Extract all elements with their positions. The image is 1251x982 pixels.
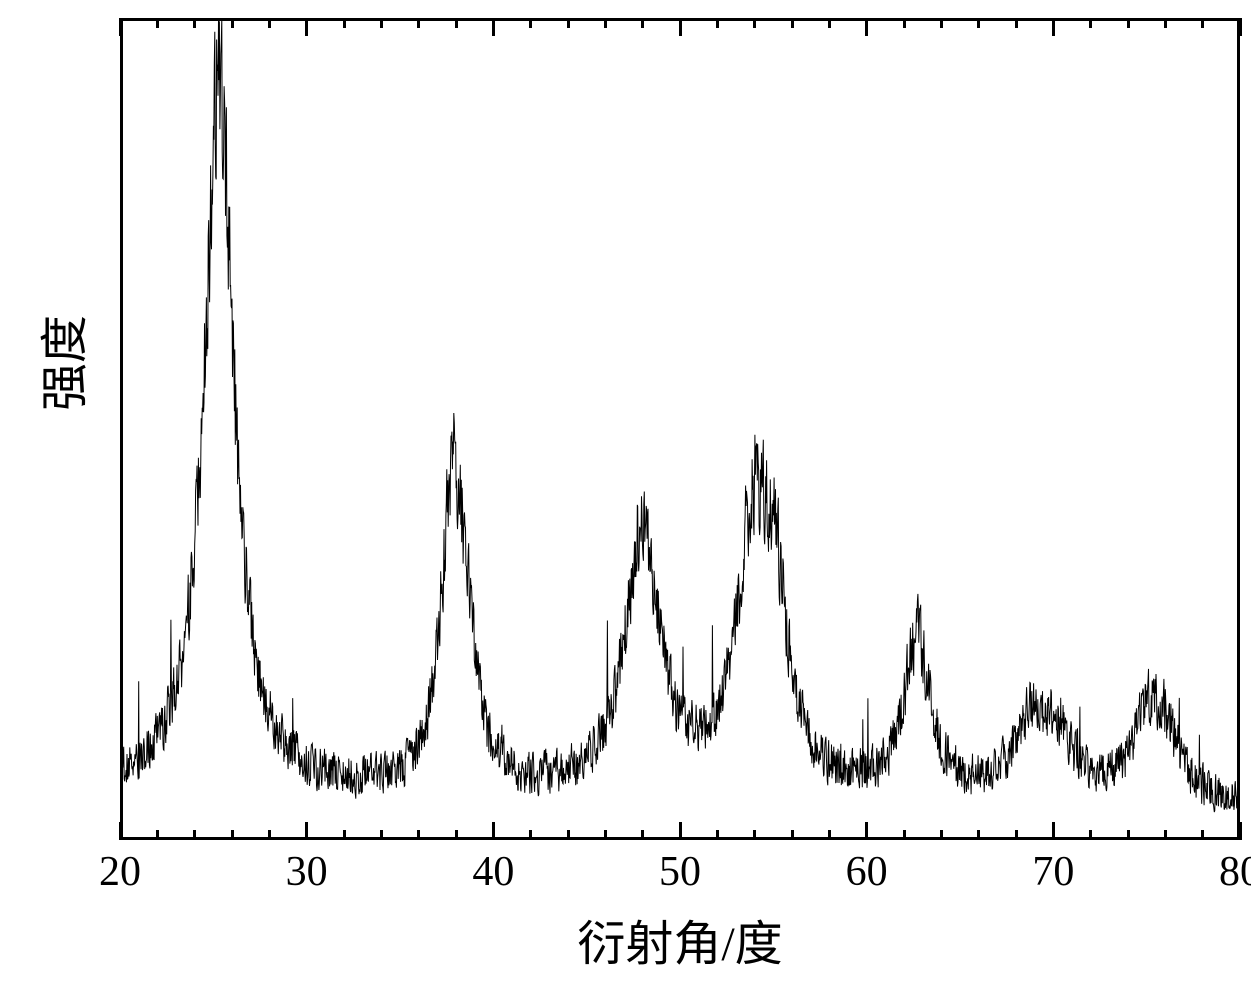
tick: [940, 18, 943, 28]
tick: [343, 18, 346, 28]
tick: [903, 830, 906, 840]
tick: [119, 822, 122, 840]
tick: [380, 18, 383, 28]
tick: [1052, 18, 1055, 36]
tick: [455, 830, 458, 840]
x-tick-label: 60: [846, 848, 888, 896]
tick: [193, 830, 196, 840]
y-axis-line: [120, 18, 123, 840]
tick: [268, 18, 271, 28]
tick: [1015, 18, 1018, 28]
tick: [1239, 822, 1242, 840]
tick: [1127, 830, 1130, 840]
x-tick-label: 40: [472, 848, 514, 896]
tick: [1164, 830, 1167, 840]
tick: [1089, 830, 1092, 840]
tick: [119, 18, 122, 36]
tick: [492, 18, 495, 36]
tick: [567, 830, 570, 840]
tick: [156, 18, 159, 28]
tick: [567, 18, 570, 28]
tick: [1089, 18, 1092, 28]
tick: [903, 18, 906, 28]
tick: [1164, 18, 1167, 28]
tick: [641, 18, 644, 28]
x-axis-label: 衍射角/度: [577, 904, 782, 974]
tick: [940, 830, 943, 840]
tick: [1201, 18, 1204, 28]
tick: [641, 830, 644, 840]
tick: [1201, 830, 1204, 840]
tick: [791, 18, 794, 28]
x-tick-label: 50: [659, 848, 701, 896]
tick: [231, 830, 234, 840]
tick: [417, 830, 420, 840]
spectrum-path: [120, 19, 1240, 813]
tick: [865, 18, 868, 36]
tick: [156, 830, 159, 840]
tick: [716, 830, 719, 840]
tick: [1239, 18, 1242, 36]
x-tick-label: 30: [286, 848, 328, 896]
tick: [753, 830, 756, 840]
tick: [529, 18, 532, 28]
tick: [679, 822, 682, 840]
tick: [1015, 830, 1018, 840]
tick: [977, 18, 980, 28]
tick: [529, 830, 532, 840]
tick: [828, 830, 831, 840]
tick: [305, 822, 308, 840]
tick: [193, 18, 196, 28]
x-tick-label: 80: [1219, 848, 1251, 896]
x-tick-label: 20: [99, 848, 141, 896]
tick: [865, 822, 868, 840]
tick: [791, 830, 794, 840]
tick: [604, 18, 607, 28]
tick: [1052, 822, 1055, 840]
xrd-spectrum-line: [0, 0, 1251, 982]
tick: [268, 830, 271, 840]
tick: [679, 18, 682, 36]
tick: [753, 18, 756, 28]
xrd-figure: 20 30 40 50 60 70 80 衍射角/度 强度: [0, 0, 1251, 982]
tick: [343, 830, 346, 840]
tick: [716, 18, 719, 28]
x-tick-label: 70: [1032, 848, 1074, 896]
tick: [231, 18, 234, 28]
y-axis-label: 强度: [25, 315, 95, 411]
tick: [828, 18, 831, 28]
tick: [977, 830, 980, 840]
right-border: [1237, 18, 1240, 840]
tick: [380, 830, 383, 840]
tick: [1127, 18, 1130, 28]
tick: [305, 18, 308, 36]
tick: [604, 830, 607, 840]
tick: [492, 822, 495, 840]
tick: [455, 18, 458, 28]
tick: [417, 18, 420, 28]
